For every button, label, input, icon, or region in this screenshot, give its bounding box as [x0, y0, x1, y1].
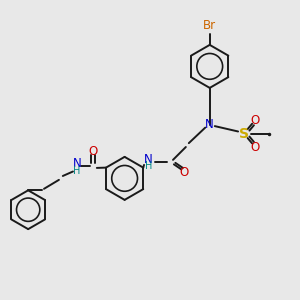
Text: O: O: [250, 140, 259, 154]
Text: Br: Br: [203, 19, 216, 32]
Text: O: O: [250, 114, 259, 127]
Text: N: N: [205, 118, 214, 131]
Text: N: N: [144, 153, 153, 166]
Text: O: O: [88, 145, 98, 158]
Text: H: H: [73, 166, 80, 176]
Text: S: S: [239, 127, 249, 141]
Text: O: O: [180, 166, 189, 179]
Text: N: N: [73, 157, 81, 170]
Text: H: H: [145, 161, 152, 171]
